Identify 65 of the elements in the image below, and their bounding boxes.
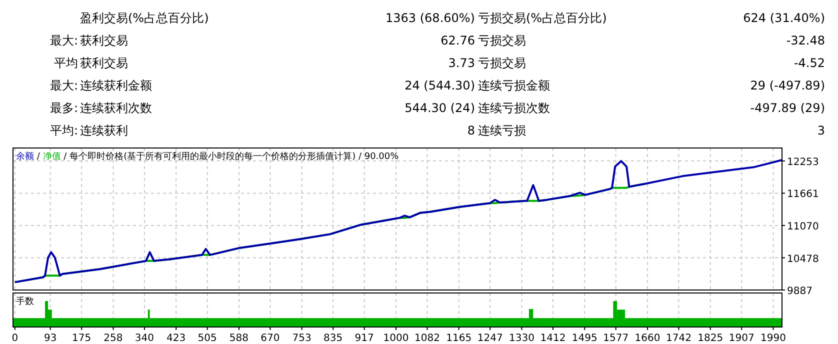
text: 获利交易 — [80, 56, 128, 70]
x-tick-label: 0 — [12, 333, 18, 344]
chart-title: 手数 — [16, 296, 34, 307]
x-tick-label: 1742 — [666, 333, 692, 344]
x-tick-label: 1165 — [446, 333, 472, 344]
text: 544.30 (24) — [404, 101, 475, 115]
text: 连续获利金额 — [80, 78, 152, 92]
x-tick-label: 1990 — [760, 333, 786, 344]
text: 29 (-497.89) — [750, 78, 825, 92]
text: 3 — [817, 124, 825, 138]
text: 最大: — [50, 34, 78, 48]
text: 亏损交易(%占总百分比) — [478, 11, 607, 25]
text: 8 — [467, 124, 475, 138]
text: 连续获利次数 — [80, 101, 152, 115]
text: 连续获利 — [80, 124, 128, 138]
x-tick-label: 1082 — [414, 333, 440, 344]
x-tick-label: 1660 — [634, 333, 660, 344]
x-tick-label: 505 — [198, 333, 217, 344]
chart-title: 每个即时价格(基于所有可利用的最小时段的每一个价格的分形插值计算) / 90.00% — [70, 151, 400, 162]
text: 盈利交易(%占总百分比) — [80, 11, 209, 25]
x-tick-label: 1412 — [540, 333, 566, 344]
text: 余额 — [16, 151, 37, 162]
x-tick-label: 835 — [324, 333, 343, 344]
x-tick-label: 1330 — [509, 333, 534, 344]
y-tick-label: 12253 — [787, 156, 819, 168]
y-tick-label: 10478 — [787, 254, 819, 265]
text: 获利交易 — [80, 34, 128, 48]
x-tick-label: 1825 — [698, 333, 724, 344]
text: -497.89 (29) — [750, 101, 825, 115]
x-tick-label: 1247 — [477, 333, 503, 344]
text: 平均: — [50, 124, 78, 138]
x-tick-label: 1907 — [728, 333, 754, 344]
text: 624 (31.40%) — [743, 11, 825, 25]
text: 连续亏损次数 — [478, 101, 550, 115]
y-tick-label: 11661 — [787, 189, 819, 200]
x-tick-label: 175 — [72, 333, 92, 344]
text: 净值 — [42, 151, 64, 162]
x-tick-label: 753 — [292, 333, 312, 344]
y-tick-label: 9887 — [787, 286, 812, 297]
text: 亏损交易 — [478, 56, 526, 70]
x-tick-label: 258 — [104, 333, 123, 344]
x-tick-label: 917 — [354, 333, 374, 344]
text: 24 (544.30) — [404, 78, 475, 92]
text: 62.76 — [440, 34, 475, 48]
text: 连续亏损 — [478, 124, 526, 138]
text: 亏损交易 — [478, 34, 526, 48]
y-tick-label: 11070 — [787, 221, 819, 232]
x-tick-label: 1577 — [603, 333, 629, 344]
x-tick-label: 670 — [260, 333, 280, 344]
x-tick-label: 588 — [229, 333, 249, 344]
text: -32.48 — [786, 34, 825, 48]
x-tick-label: 1000 — [383, 333, 409, 344]
legend-title: / — [36, 152, 43, 162]
text: 最多: — [50, 101, 78, 115]
text: 连续亏损金额 — [478, 78, 550, 92]
x-tick-label: 1495 — [572, 333, 598, 344]
x-tick-label: 423 — [166, 333, 186, 344]
x-tick-label: 93 — [44, 333, 57, 344]
x-tick-label: 340 — [134, 333, 154, 344]
text: -4.52 — [794, 56, 825, 70]
text: 最大: — [50, 78, 78, 92]
text: 1363 (68.60%) — [386, 11, 475, 25]
text: 平均 — [54, 56, 78, 70]
text: / — [64, 152, 67, 162]
text: 3.73 — [448, 56, 475, 70]
